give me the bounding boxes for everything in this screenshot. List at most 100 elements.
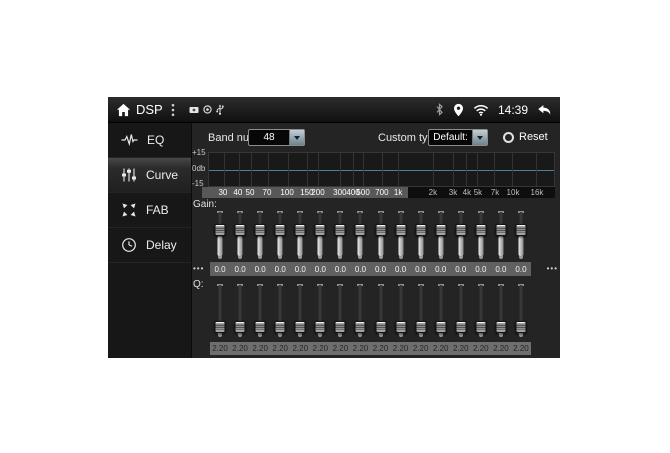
band-value: 2.20 — [272, 344, 288, 353]
band-slider[interactable] — [310, 211, 330, 259]
slider-handle[interactable] — [234, 320, 246, 333]
band-slider[interactable] — [250, 211, 270, 259]
custom-type-select[interactable]: Default: — [428, 129, 488, 146]
band-slider[interactable] — [471, 284, 491, 337]
band-slider[interactable] — [350, 211, 370, 259]
slider-fill — [518, 332, 524, 334]
slider-handle[interactable] — [375, 224, 387, 237]
band-slider[interactable] — [250, 284, 270, 337]
band-slider[interactable] — [371, 211, 391, 259]
band-slider[interactable] — [350, 284, 370, 337]
scroll-bands-right-button[interactable]: ••• — [546, 264, 558, 273]
band-slider[interactable] — [451, 284, 471, 337]
slider-handle[interactable] — [415, 224, 427, 237]
band-slider[interactable] — [230, 284, 250, 337]
band-slider[interactable] — [411, 284, 431, 337]
band-slider[interactable] — [491, 284, 511, 337]
overflow-menu-icon[interactable] — [170, 103, 176, 117]
band-slider[interactable] — [270, 211, 290, 259]
slider-handle[interactable] — [395, 320, 407, 333]
band-slider[interactable] — [290, 211, 310, 259]
freq-tick-label: 10k — [506, 188, 520, 197]
band-slider[interactable] — [391, 284, 411, 337]
slider-bottom-dot — [238, 255, 243, 259]
band-slider[interactable] — [310, 284, 330, 337]
slider-handle[interactable] — [354, 224, 366, 237]
back-icon[interactable] — [537, 104, 552, 116]
slider-handle[interactable] — [294, 320, 306, 333]
slider-handle[interactable] — [334, 320, 346, 333]
slider-handle[interactable] — [515, 320, 527, 333]
band-num-select[interactable]: 48 — [248, 129, 305, 146]
slider-handle[interactable] — [234, 224, 246, 237]
band-slider[interactable] — [431, 284, 451, 337]
slider-track — [338, 285, 342, 335]
slider-fill — [378, 332, 384, 334]
reset-button[interactable]: Reset — [503, 131, 548, 143]
slider-handle[interactable] — [395, 224, 407, 237]
band-slider[interactable] — [270, 284, 290, 337]
slider-bottom-dot — [378, 333, 383, 337]
band-slider[interactable] — [511, 284, 531, 337]
slider-handle[interactable] — [475, 320, 487, 333]
scroll-bands-left-button[interactable]: ••• — [193, 264, 205, 273]
band-slider[interactable] — [210, 284, 230, 337]
usb-icon — [216, 104, 224, 115]
slider-handle[interactable] — [314, 224, 326, 237]
band-slider[interactable] — [451, 211, 471, 259]
chevron-down-icon — [477, 135, 483, 140]
band-value: 2.20 — [392, 344, 409, 353]
slider-handle[interactable] — [495, 224, 507, 237]
slider-handle[interactable] — [435, 224, 447, 237]
home-button[interactable]: DSP — [116, 102, 163, 117]
slider-handle[interactable] — [214, 224, 226, 237]
band-slider[interactable] — [230, 211, 250, 259]
slider-handle[interactable] — [455, 320, 467, 333]
band-slider[interactable] — [391, 211, 411, 259]
slider-handle[interactable] — [254, 320, 266, 333]
band-slider[interactable] — [411, 211, 431, 259]
band-slider[interactable] — [371, 284, 391, 337]
band-slider[interactable] — [511, 211, 531, 259]
sidebar-item-curve[interactable]: Curve — [108, 158, 191, 193]
freq-tick-label: 200 — [311, 188, 325, 197]
sidebar-item-eq[interactable]: EQ — [108, 123, 191, 158]
band-slider[interactable] — [431, 211, 451, 259]
slider-handle[interactable] — [254, 224, 266, 237]
slider-handle[interactable] — [274, 320, 286, 333]
gridline — [477, 153, 479, 186]
slider-bottom-dot — [338, 255, 343, 259]
slider-handle[interactable] — [274, 224, 286, 237]
band-value: 2.20 — [432, 344, 449, 353]
band-slider[interactable] — [290, 284, 310, 337]
band-slider[interactable] — [471, 211, 491, 259]
freq-tick-label: 70 — [262, 188, 272, 197]
band-slider[interactable] — [330, 284, 350, 337]
slider-handle[interactable] — [334, 224, 346, 237]
gridline — [363, 153, 365, 186]
band-num-value: 48 — [263, 132, 275, 143]
slider-handle[interactable] — [314, 320, 326, 333]
slider-handle[interactable] — [415, 320, 427, 333]
band-slider[interactable] — [210, 211, 230, 259]
slider-handle[interactable] — [455, 224, 467, 237]
slider-handle[interactable] — [294, 224, 306, 237]
gridline — [466, 153, 468, 186]
slider-handle[interactable] — [375, 320, 387, 333]
slider-handle[interactable] — [435, 320, 447, 333]
slider-fill — [297, 332, 303, 334]
slider-handle[interactable] — [214, 320, 226, 333]
slider-handle[interactable] — [515, 224, 527, 237]
band-value: 0.0 — [455, 264, 467, 274]
band-slider[interactable] — [330, 211, 350, 259]
slider-handle[interactable] — [475, 224, 487, 237]
slider-handle[interactable] — [354, 320, 366, 333]
slider-bottom-dot — [318, 255, 323, 259]
slider-track — [499, 285, 503, 335]
sidebar-item-delay[interactable]: Delay — [108, 228, 191, 263]
slider-handle[interactable] — [495, 320, 507, 333]
freq-tick-label: 100 — [280, 188, 294, 197]
band-slider[interactable] — [491, 211, 511, 259]
slider-fill — [478, 236, 484, 256]
sidebar-item-fab[interactable]: FAB — [108, 193, 191, 228]
